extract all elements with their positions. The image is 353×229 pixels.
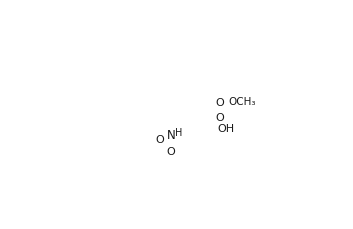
Text: H: H bbox=[174, 128, 182, 138]
Text: O: O bbox=[216, 98, 225, 108]
Text: O: O bbox=[216, 113, 225, 123]
Text: O: O bbox=[156, 135, 164, 145]
Text: OCH₃: OCH₃ bbox=[228, 97, 256, 107]
Text: OH: OH bbox=[218, 124, 235, 134]
Text: N: N bbox=[167, 129, 176, 142]
Polygon shape bbox=[178, 130, 189, 136]
Text: O: O bbox=[167, 147, 175, 156]
